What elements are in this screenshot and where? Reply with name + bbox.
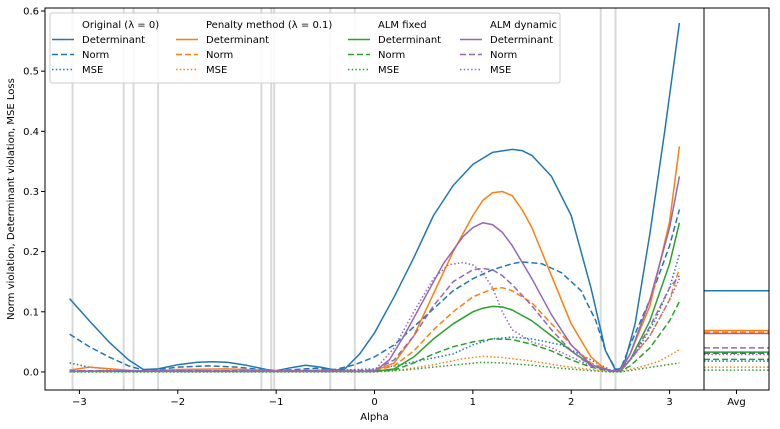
legend-box: [49, 12, 561, 84]
legend-title-1: Penalty method (λ = 0.1): [206, 20, 332, 31]
y-tick-label-5: 0.5: [23, 67, 39, 78]
legend-label-3-0: Determinant: [490, 35, 553, 46]
x-tick-label-6: 3: [666, 397, 672, 408]
x-tick-label-5: 2: [568, 397, 574, 408]
legend-label-3-1: Norm: [490, 50, 517, 61]
x-tick-label-3: 0: [371, 397, 377, 408]
y-tick-label-0: 0.0: [23, 367, 39, 378]
legend-label-0-0: Determinant: [82, 35, 145, 46]
legend-label-2-0: Determinant: [378, 35, 441, 46]
x-axis-label: Alpha: [360, 412, 388, 423]
series-line-alm-determinant-6: [69, 222, 681, 373]
y-tick-label-4: 0.4: [23, 127, 39, 138]
avg-panel-label: Avg: [727, 397, 746, 408]
y-axis-ticks: 0.0 0.1 0.2 0.3 0.4 0.5 0.6: [23, 7, 45, 378]
series-line-alm-mse-8: [69, 361, 680, 373]
series-line-penalty-norm-4: [69, 268, 681, 373]
y-tick-label-1: 0.1: [23, 307, 39, 318]
x-tick-label-1: −2: [170, 397, 185, 408]
legend-label-3-2: MSE: [490, 65, 511, 76]
x-tick-label-0: −3: [72, 397, 87, 408]
legend-title-3: ALM dynamic: [490, 20, 557, 31]
legend-label-1-0: Determinant: [206, 35, 269, 46]
y-tick-label-2: 0.2: [23, 247, 39, 258]
series-line-alm-determinant-9: [69, 176, 681, 373]
series-line-original-determinant-0: [69, 22, 681, 372]
legend-title-0: Original (λ = 0): [82, 20, 159, 31]
legend-label-0-2: MSE: [82, 65, 103, 76]
legend-title-2: ALM fixed: [378, 20, 427, 31]
legend-label-2-1: Norm: [378, 50, 405, 61]
series-layer: [69, 22, 681, 373]
legend-label-1-2: MSE: [206, 65, 227, 76]
series-line-alm-norm-10: [69, 267, 680, 372]
x-tick-label-2: −1: [269, 397, 284, 408]
legend: Original (λ = 0) Determinant Norm MSE Penalt…: [49, 12, 561, 84]
legend-label-1-1: Norm: [206, 50, 233, 61]
x-tick-label-4: 1: [470, 397, 476, 408]
legend-label-0-1: Norm: [82, 50, 109, 61]
series-line-alm-mse-11: [69, 261, 681, 372]
series-line-penalty-determinant-3: [69, 146, 681, 373]
avg-layer: [704, 289, 769, 371]
series-line-original-norm-1: [69, 209, 681, 372]
x-axis-ticks: −3 −2 −1 0 1 2 3: [72, 390, 737, 408]
series-line-original-mse-2: [69, 254, 681, 373]
y-tick-label-3: 0.3: [23, 187, 39, 198]
y-axis-label: Norm violation, Determinant violation, M…: [6, 78, 17, 320]
legend-label-2-2: MSE: [378, 65, 399, 76]
y-tick-label-6: 0.6: [23, 7, 39, 18]
